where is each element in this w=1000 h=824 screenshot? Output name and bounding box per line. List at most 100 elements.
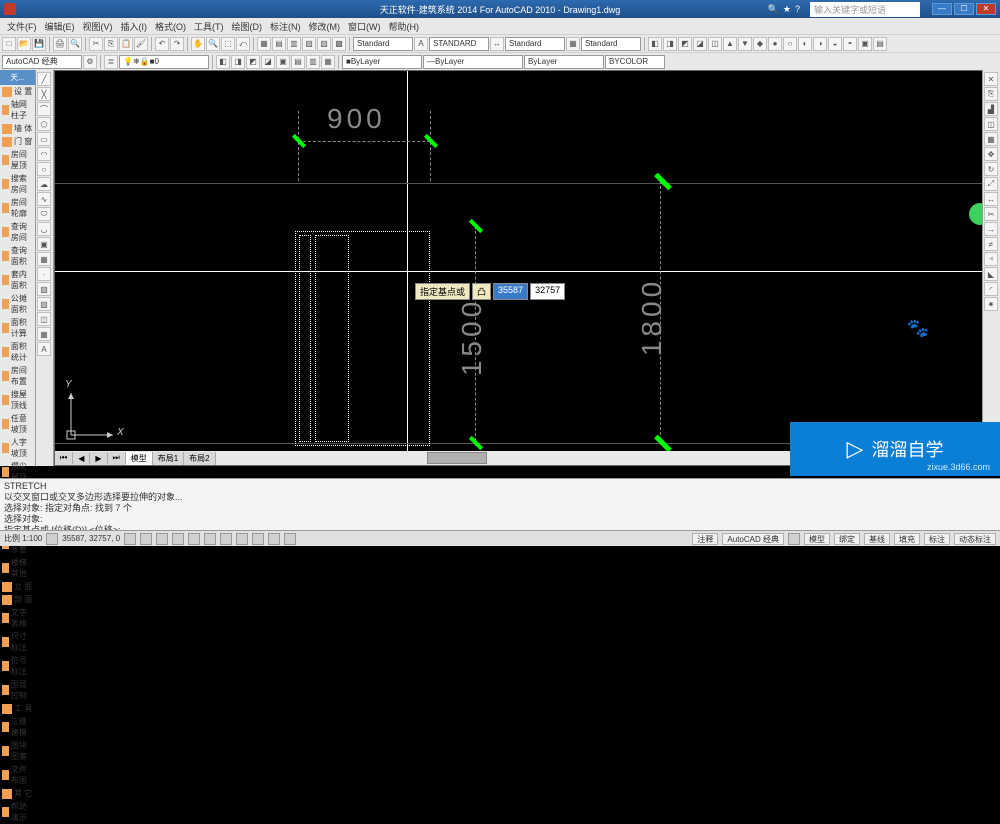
la7-icon[interactable]: ▥	[306, 55, 320, 69]
status-scale[interactable]: 比例 1:100	[4, 533, 42, 544]
offset-icon[interactable]: ◫	[984, 117, 998, 131]
t5-icon[interactable]: ◫	[708, 37, 722, 51]
t10-icon[interactable]: ○	[783, 37, 797, 51]
status-r6[interactable]: 标注	[924, 533, 950, 545]
t4-icon[interactable]: ◪	[693, 37, 707, 51]
t16-icon[interactable]: ▤	[873, 37, 887, 51]
palette-item-7[interactable]: 查询房间	[0, 220, 35, 244]
menu-format[interactable]: 格式(O)	[152, 20, 189, 33]
undo-icon[interactable]: ↶	[155, 37, 169, 51]
t1-icon[interactable]: ◧	[648, 37, 662, 51]
palette-item-25[interactable]: 尺寸标注	[0, 630, 35, 654]
fillet-icon[interactable]: ◜	[984, 282, 998, 296]
t6-icon[interactable]: ▲	[723, 37, 737, 51]
scale-icon[interactable]: ⤢	[984, 177, 998, 191]
status-r3[interactable]: 绑定	[834, 533, 860, 545]
workspace-dropdown[interactable]: AutoCAD 经典	[2, 55, 82, 69]
tablestyle-icon[interactable]: ▦	[566, 37, 580, 51]
menu-tools[interactable]: 工具(T)	[191, 20, 227, 33]
palette-item-24[interactable]: 文字表格	[0, 606, 35, 630]
table-icon[interactable]: ▦	[37, 327, 51, 341]
la8-icon[interactable]: ▦	[321, 55, 335, 69]
palette-item-6[interactable]: 房间轮廓	[0, 196, 35, 220]
ws-settings-icon[interactable]: ⚙	[83, 55, 97, 69]
spline-icon[interactable]: ∿	[37, 192, 51, 206]
palette-item-29[interactable]: 三维建模	[0, 715, 35, 739]
dyn-icon[interactable]	[236, 533, 248, 545]
tab-nav-last[interactable]: ⏭	[108, 452, 126, 464]
tab-nav-first[interactable]: ⏮	[55, 452, 73, 464]
status-r5[interactable]: 填充	[894, 533, 920, 545]
dimstyle-dropdown[interactable]: STANDARD	[429, 37, 489, 51]
line-icon[interactable]: ╱	[37, 72, 51, 86]
menu-dim[interactable]: 标注(N)	[267, 20, 304, 33]
palette-item-3[interactable]: 门 窗	[0, 135, 35, 148]
rect-icon[interactable]: ▭	[37, 132, 51, 146]
t9-icon[interactable]: ●	[768, 37, 782, 51]
status-anno[interactable]: 注释	[692, 533, 718, 545]
t3-icon[interactable]: ◩	[678, 37, 692, 51]
calc-icon[interactable]: ▩	[332, 37, 346, 51]
menu-help[interactable]: 帮助(H)	[386, 20, 423, 33]
la6-icon[interactable]: ▤	[291, 55, 305, 69]
zoom-icon[interactable]: 🔍	[206, 37, 220, 51]
palette-item-8[interactable]: 查询面积	[0, 244, 35, 268]
cut-icon[interactable]: ✂	[89, 37, 103, 51]
palette-item-11[interactable]: 面积计算	[0, 316, 35, 340]
palette-item-4[interactable]: 房间屋顶	[0, 148, 35, 172]
tab-model[interactable]: 模型	[126, 452, 153, 465]
block-icon[interactable]: ▦	[37, 252, 51, 266]
textstyle-icon[interactable]: A	[414, 37, 428, 51]
point-icon[interactable]: ·	[37, 267, 51, 281]
command-window[interactable]: STRETCH 以交叉窗口或交叉多边形选择要拉伸的对象... 选择对象: 指定对…	[0, 478, 1000, 530]
polygon-icon[interactable]: ⬠	[37, 117, 51, 131]
palette-item-0[interactable]: 设 置	[0, 85, 35, 98]
menu-modify[interactable]: 修改(M)	[306, 20, 344, 33]
zoom-prev-icon[interactable]: ⤺	[236, 37, 250, 51]
ellipsearc-icon[interactable]: ◡	[37, 222, 51, 236]
maximize-button[interactable]: ☐	[954, 3, 974, 15]
status-lock-icon[interactable]	[788, 533, 800, 545]
t14-icon[interactable]: ◓	[843, 37, 857, 51]
join-icon[interactable]: ⫞	[984, 252, 998, 266]
new-icon[interactable]: □	[2, 37, 16, 51]
move-icon[interactable]: ✥	[984, 147, 998, 161]
la4-icon[interactable]: ◪	[261, 55, 275, 69]
linetype-dropdown[interactable]: — ByLayer	[423, 55, 523, 69]
extend-icon[interactable]: →	[984, 222, 998, 236]
la3-icon[interactable]: ◩	[246, 55, 260, 69]
palette-item-27[interactable]: 图层控制	[0, 678, 35, 702]
hatch-icon[interactable]: ▨	[37, 282, 51, 296]
infocenter-icon[interactable]: 🔍	[768, 4, 779, 15]
snap-icon[interactable]	[124, 533, 136, 545]
t7-icon[interactable]: ▼	[738, 37, 752, 51]
la5-icon[interactable]: ▣	[276, 55, 290, 69]
sheet-icon[interactable]: ▧	[302, 37, 316, 51]
markup-icon[interactable]: ▨	[317, 37, 331, 51]
insert-icon[interactable]: ▣	[37, 237, 51, 251]
designcenter-icon[interactable]: ▤	[272, 37, 286, 51]
menu-view[interactable]: 视图(V)	[80, 20, 116, 33]
dyn-y[interactable]: 32757	[530, 283, 565, 300]
model-icon[interactable]	[284, 533, 296, 545]
la1-icon[interactable]: ◧	[216, 55, 230, 69]
rotate-icon[interactable]: ↻	[984, 162, 998, 176]
status-scale-btn[interactable]	[46, 533, 58, 545]
menu-edit[interactable]: 编辑(E)	[42, 20, 78, 33]
palette-item-32[interactable]: 其 它	[0, 787, 35, 800]
arc-icon[interactable]: ◠	[37, 147, 51, 161]
search-input[interactable]: 输入关键字或短语	[810, 2, 920, 17]
la2-icon[interactable]: ◨	[231, 55, 245, 69]
color-dropdown[interactable]: ■ ByLayer	[342, 55, 422, 69]
copy-icon[interactable]: ⎘	[104, 37, 118, 51]
palette-item-21[interactable]: 楼梯其他	[0, 556, 35, 580]
ortho-icon[interactable]	[156, 533, 168, 545]
grid-icon[interactable]	[140, 533, 152, 545]
palette-item-33[interactable]: 帮助演示	[0, 800, 35, 824]
pline-icon[interactable]: ⌒	[37, 102, 51, 116]
xline-icon[interactable]: ╳	[37, 87, 51, 101]
ellipse-icon[interactable]: ⬭	[37, 207, 51, 221]
mirror-icon[interactable]: ▟	[984, 102, 998, 116]
palette-item-14[interactable]: 搜屋顶线	[0, 388, 35, 412]
palette-item-26[interactable]: 符号标注	[0, 654, 35, 678]
